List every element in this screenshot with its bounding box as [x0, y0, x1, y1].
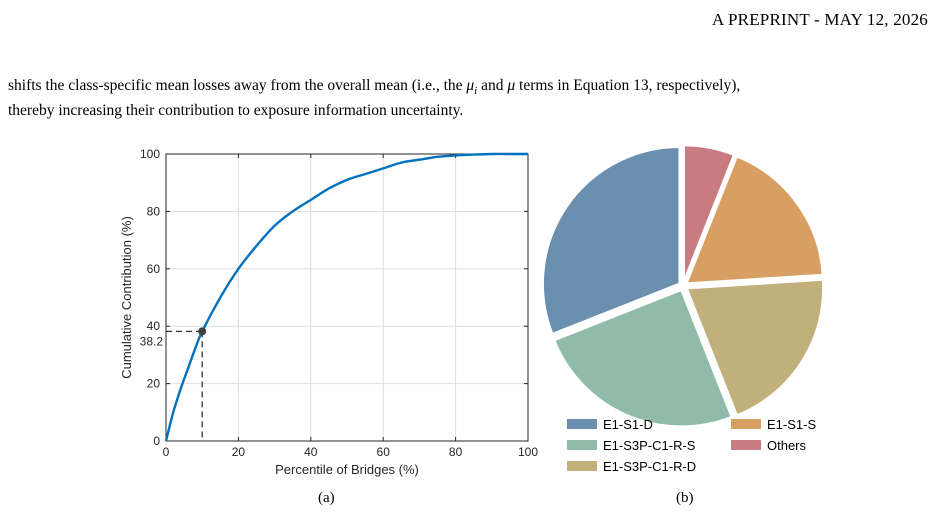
x-tick-label: 0	[163, 445, 170, 459]
text-segment: terms in Equation 13, respectively),	[515, 77, 741, 94]
math-mu: μ	[507, 77, 516, 94]
pie-legend: E1-S1-D E1-S1-S E1-S3P-C1-R-S Others E1-S3P-…	[567, 417, 816, 474]
legend-label-e1-s3p-c1-r-s: E1-S3P-C1-R-S	[603, 438, 696, 453]
plot-area	[166, 154, 528, 441]
pie-slice-e1-s3p-c1-r-s	[552, 288, 734, 428]
pie-slice-others	[682, 143, 736, 283]
y-tick-label: 20	[147, 377, 161, 391]
y-tick-label: 80	[147, 204, 161, 218]
x-tick-label: 40	[304, 445, 318, 459]
plot-frame	[165, 153, 529, 442]
legend-swatch-e1-s1-d	[567, 419, 597, 429]
legend-swatch-e1-s1-s	[731, 419, 761, 429]
y-tick-label: 0	[153, 434, 160, 448]
x-tick-label: 20	[232, 445, 246, 459]
text-segment: shifts the class-specific mean losses aw…	[8, 77, 467, 94]
legend-label-e1-s1-s: E1-S1-S	[767, 417, 816, 432]
legend-label-others: Others	[767, 438, 807, 453]
math-mu-i: μi	[466, 77, 478, 98]
marker-value-label: 38.2	[140, 334, 164, 348]
math-symbol: μ	[466, 77, 475, 94]
caption-b: (b)	[676, 490, 694, 506]
cumulative-curve	[164, 152, 528, 442]
pie-slice-e1-s1-s	[684, 154, 825, 286]
legend-swatch-e1-s3p-c1-r-d	[567, 461, 597, 471]
pie-slice-e1-s1-d	[541, 145, 681, 336]
math-subscript: i	[474, 85, 478, 98]
legend-label-e1-s3p-c1-r-d: E1-S3P-C1-R-D	[603, 459, 696, 474]
running-header: A PREPRINT - MAY 12, 2026	[712, 10, 928, 29]
legend-label-e1-s1-d: E1-S1-D	[603, 417, 653, 432]
legend-swatch-others	[731, 440, 761, 450]
paragraph-line-1: shifts the class-specific mean losses aw…	[8, 76, 943, 101]
pie-chart	[541, 143, 825, 428]
x-tick-label: 60	[377, 445, 391, 459]
pie-slice-e1-s3p-c1-r-d	[684, 278, 825, 418]
body-paragraph: shifts the class-specific mean losses aw…	[8, 76, 943, 120]
legend-swatch-e1-s3p-c1-r-s	[567, 440, 597, 450]
y-tick-label: 60	[147, 262, 161, 276]
y-axis-label: Cumulative Contribution (%)	[119, 216, 134, 379]
y-tick-label: 100	[140, 147, 160, 161]
x-tick-label: 100	[518, 445, 538, 459]
paragraph-line-2: thereby increasing their contribution to…	[8, 102, 464, 120]
caption-a: (a)	[318, 490, 335, 506]
text-segment: and	[477, 77, 508, 94]
marker-point	[198, 327, 207, 336]
x-axis-label: Percentile of Bridges (%)	[275, 462, 419, 477]
y-tick-label: 40	[147, 319, 161, 333]
line-chart: 0 20 40 60 80 100 0 20 40 60 80 100 Percentile of Br…	[119, 147, 538, 477]
x-tick-label: 80	[449, 445, 463, 459]
